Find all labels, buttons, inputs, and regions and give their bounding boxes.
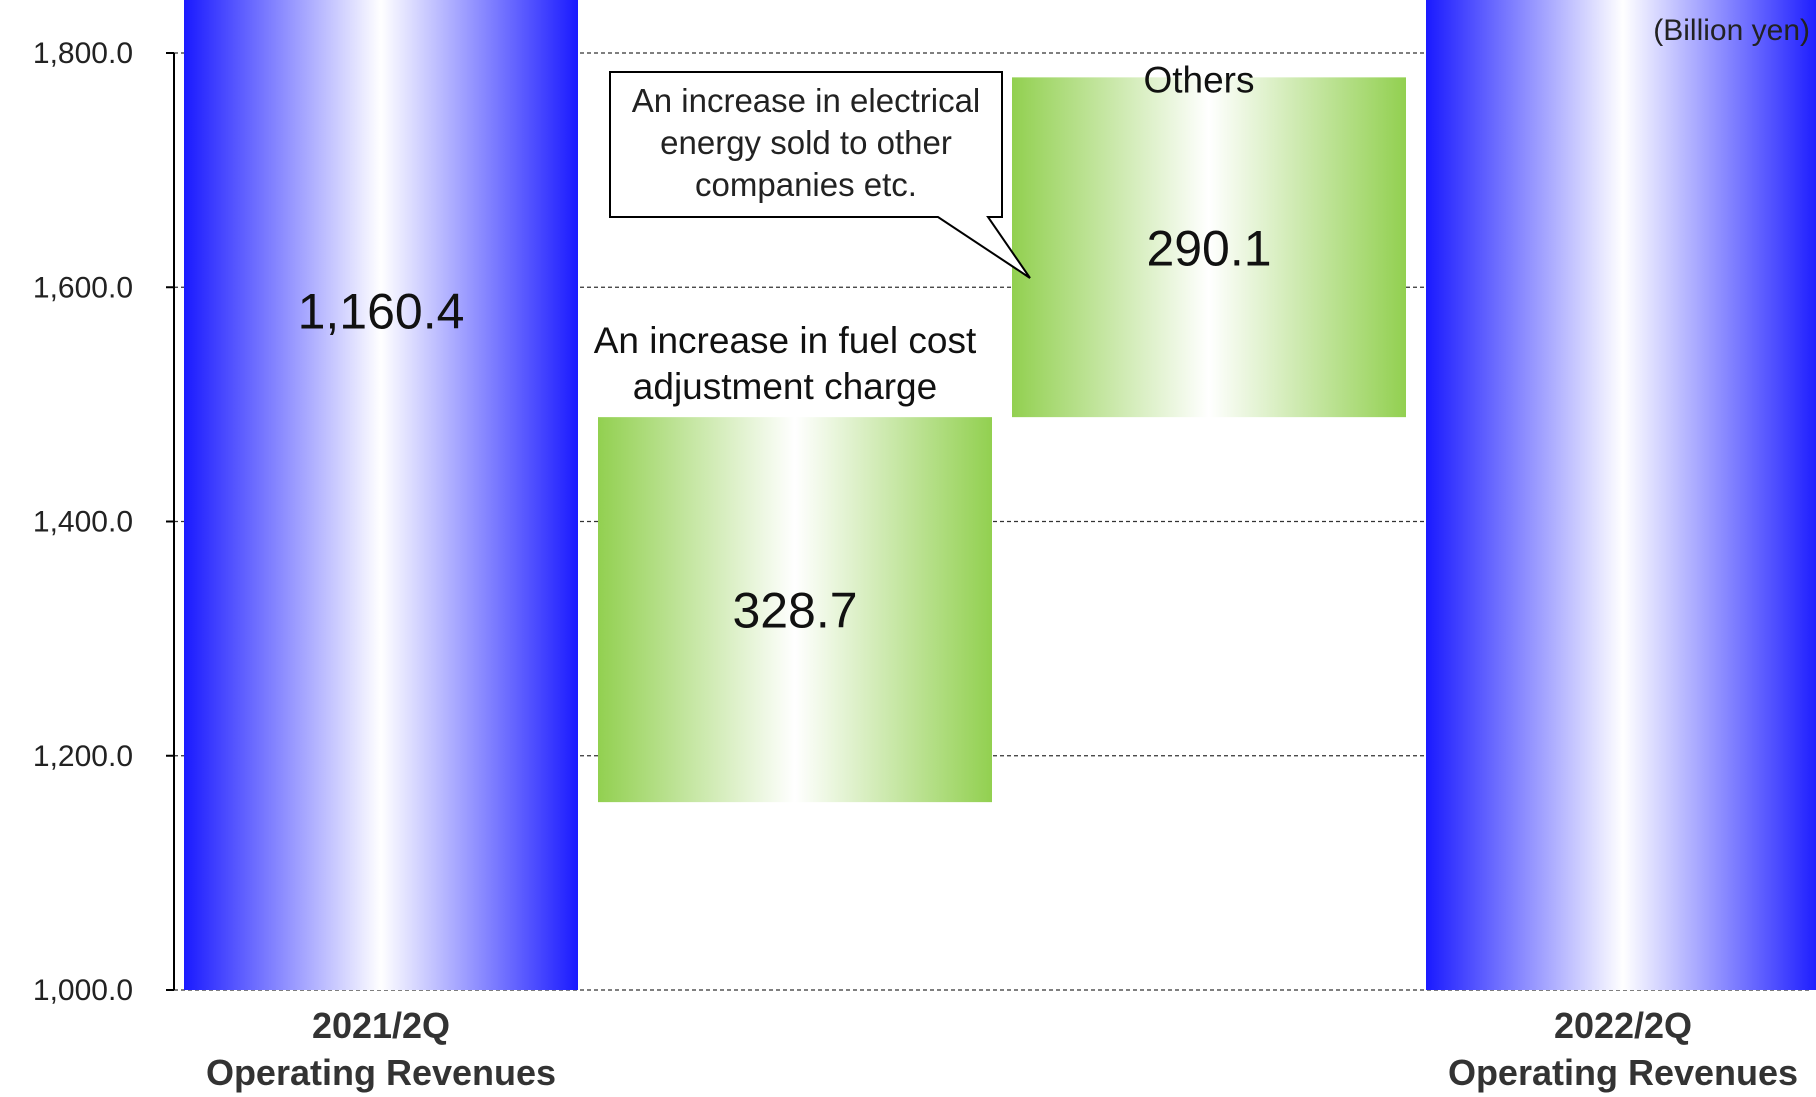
callout-text: energy sold to other <box>660 124 952 161</box>
increase-bar <box>1012 77 1406 418</box>
bar-value-label: 328.7 <box>732 583 857 639</box>
bar-value-label: 290.1 <box>1146 220 1271 276</box>
category-label: Operating Revenues <box>206 1052 556 1093</box>
bar-value-label: 1,160.4 <box>298 283 465 339</box>
bars <box>184 0 1816 991</box>
y-tick-label: 1,000.0 <box>33 974 133 1007</box>
callout-text: An increase in electrical <box>632 82 981 119</box>
bar-annotation: adjustment charge <box>633 366 937 407</box>
y-axis <box>166 52 175 991</box>
category-label: Operating Revenues <box>1448 1052 1798 1093</box>
increase-bar <box>598 417 992 803</box>
total-bar <box>1426 0 1816 990</box>
callout-box <box>609 71 1031 279</box>
y-tick-label: 1,400.0 <box>33 506 133 539</box>
y-tick-label: 1,600.0 <box>33 271 133 304</box>
total-bar <box>184 0 578 991</box>
callout-text: companies etc. <box>695 166 917 203</box>
category-label: 2021/2Q <box>312 1005 450 1046</box>
category-label: 2022/2Q <box>1554 1005 1692 1046</box>
bar-annotation: Others <box>1143 59 1254 100</box>
y-tick-label: 1,800.0 <box>33 37 133 70</box>
bar-annotation: An increase in fuel cost <box>594 320 977 361</box>
y-tick-label: 1,200.0 <box>33 740 133 773</box>
unit-label: (Billion yen) <box>1653 14 1810 47</box>
labels: 1,000.0 1,200.0 1,400.0 1,600.0 1,800.0 (Bill… <box>33 14 1810 1093</box>
